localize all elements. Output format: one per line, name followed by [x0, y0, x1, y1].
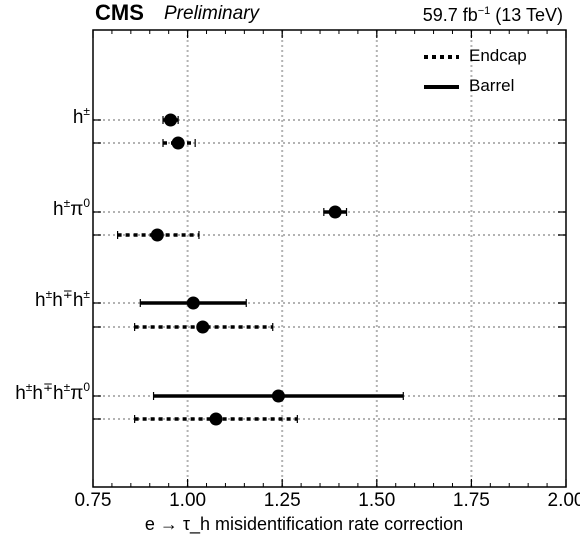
category-label: h±π0 — [53, 196, 90, 220]
data-layer — [116, 113, 404, 426]
category-label: h±h∓h±π0 — [15, 380, 90, 404]
x-tick-label: 1.00 — [169, 490, 207, 511]
axes-frame — [92, 29, 567, 488]
luminosity-prefix: 59.7 fb — [422, 5, 478, 25]
data-point-endcap — [209, 412, 223, 426]
legend-label-barrel: Barrel — [469, 76, 515, 95]
status-label: Preliminary — [164, 3, 260, 24]
data-point-barrel — [271, 389, 285, 403]
data-point-endcap — [150, 228, 164, 242]
grid-layer — [93, 30, 566, 487]
data-point-barrel — [186, 296, 200, 310]
tick-layer — [92, 30, 567, 487]
luminosity-exponent: −1 — [477, 5, 491, 17]
category-label: h± — [72, 104, 90, 128]
x-tick-label: 2.00 — [547, 490, 580, 511]
data-point-endcap — [171, 136, 185, 150]
x-tick-label: 1.25 — [263, 490, 301, 511]
luminosity-label: 59.7 fb−1 (13 TeV) — [423, 5, 563, 26]
category-label: h±h∓h± — [35, 287, 90, 311]
x-axis-label: e → τ_h misidentification rate correctio… — [144, 514, 464, 534]
experiment-label: CMS — [95, 0, 144, 25]
x-tick-label: 1.50 — [358, 490, 396, 511]
x-tick-label: 0.75 — [74, 490, 112, 511]
x-tick-label: 1.75 — [452, 490, 490, 511]
data-point-endcap — [196, 320, 210, 334]
legend-label-endcap: Endcap — [469, 46, 527, 65]
legend — [424, 55, 459, 89]
data-point-barrel — [328, 205, 342, 219]
luminosity-suffix: (13 TeV) — [490, 5, 563, 25]
data-point-barrel — [164, 113, 178, 127]
